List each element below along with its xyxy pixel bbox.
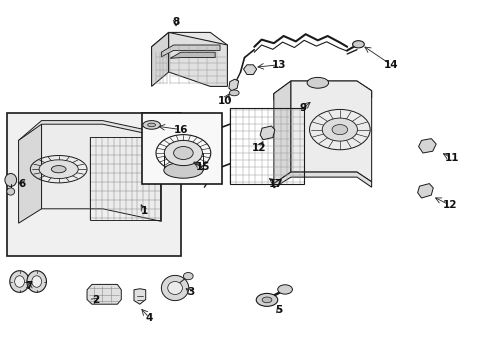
Polygon shape — [290, 81, 371, 182]
Text: 8: 8 — [172, 17, 179, 27]
Text: 6: 6 — [19, 179, 25, 189]
Polygon shape — [273, 81, 371, 100]
Text: 3: 3 — [187, 287, 194, 297]
Polygon shape — [260, 126, 274, 140]
Ellipse shape — [277, 285, 292, 294]
Polygon shape — [134, 289, 145, 304]
Text: 4: 4 — [145, 312, 153, 323]
Ellipse shape — [322, 118, 357, 141]
Text: 17: 17 — [268, 179, 283, 189]
Bar — [229, 108, 304, 184]
Text: 11: 11 — [444, 153, 459, 163]
Ellipse shape — [262, 297, 271, 303]
Polygon shape — [273, 172, 371, 188]
Text: 13: 13 — [271, 60, 285, 70]
Text: 1: 1 — [141, 206, 147, 216]
Text: 2: 2 — [92, 294, 99, 305]
Text: 15: 15 — [195, 162, 210, 172]
Ellipse shape — [229, 90, 239, 96]
Ellipse shape — [161, 275, 188, 301]
Text: 5: 5 — [275, 305, 282, 315]
Ellipse shape — [306, 77, 328, 88]
Text: 16: 16 — [173, 125, 188, 135]
Polygon shape — [151, 32, 168, 86]
Polygon shape — [418, 139, 435, 153]
Ellipse shape — [15, 276, 24, 287]
Ellipse shape — [163, 162, 203, 178]
Polygon shape — [41, 124, 161, 221]
Ellipse shape — [51, 166, 66, 173]
Bar — [7, 113, 181, 256]
Polygon shape — [161, 45, 220, 57]
Text: 14: 14 — [383, 60, 398, 70]
Polygon shape — [243, 65, 256, 75]
Ellipse shape — [256, 293, 277, 306]
Ellipse shape — [147, 123, 155, 127]
Ellipse shape — [27, 271, 46, 292]
Polygon shape — [273, 81, 290, 184]
Ellipse shape — [10, 271, 29, 292]
Polygon shape — [19, 121, 163, 155]
Ellipse shape — [331, 125, 347, 135]
Bar — [90, 137, 160, 220]
Polygon shape — [228, 79, 238, 91]
Ellipse shape — [142, 121, 160, 129]
Text: 7: 7 — [25, 281, 33, 291]
Ellipse shape — [39, 160, 78, 179]
Polygon shape — [417, 184, 432, 198]
Text: 9: 9 — [299, 103, 306, 113]
Text: 10: 10 — [217, 96, 232, 106]
Polygon shape — [19, 124, 41, 223]
Ellipse shape — [164, 140, 202, 166]
Bar — [142, 113, 222, 184]
Ellipse shape — [32, 276, 41, 287]
Text: 12: 12 — [251, 143, 266, 153]
Polygon shape — [151, 32, 227, 55]
Ellipse shape — [5, 174, 17, 186]
Ellipse shape — [352, 41, 364, 48]
Polygon shape — [168, 32, 227, 86]
Polygon shape — [87, 284, 121, 304]
Text: 12: 12 — [442, 200, 456, 210]
Ellipse shape — [7, 188, 15, 195]
Polygon shape — [170, 52, 215, 58]
Ellipse shape — [167, 282, 182, 294]
Ellipse shape — [173, 147, 193, 159]
Ellipse shape — [183, 273, 193, 280]
